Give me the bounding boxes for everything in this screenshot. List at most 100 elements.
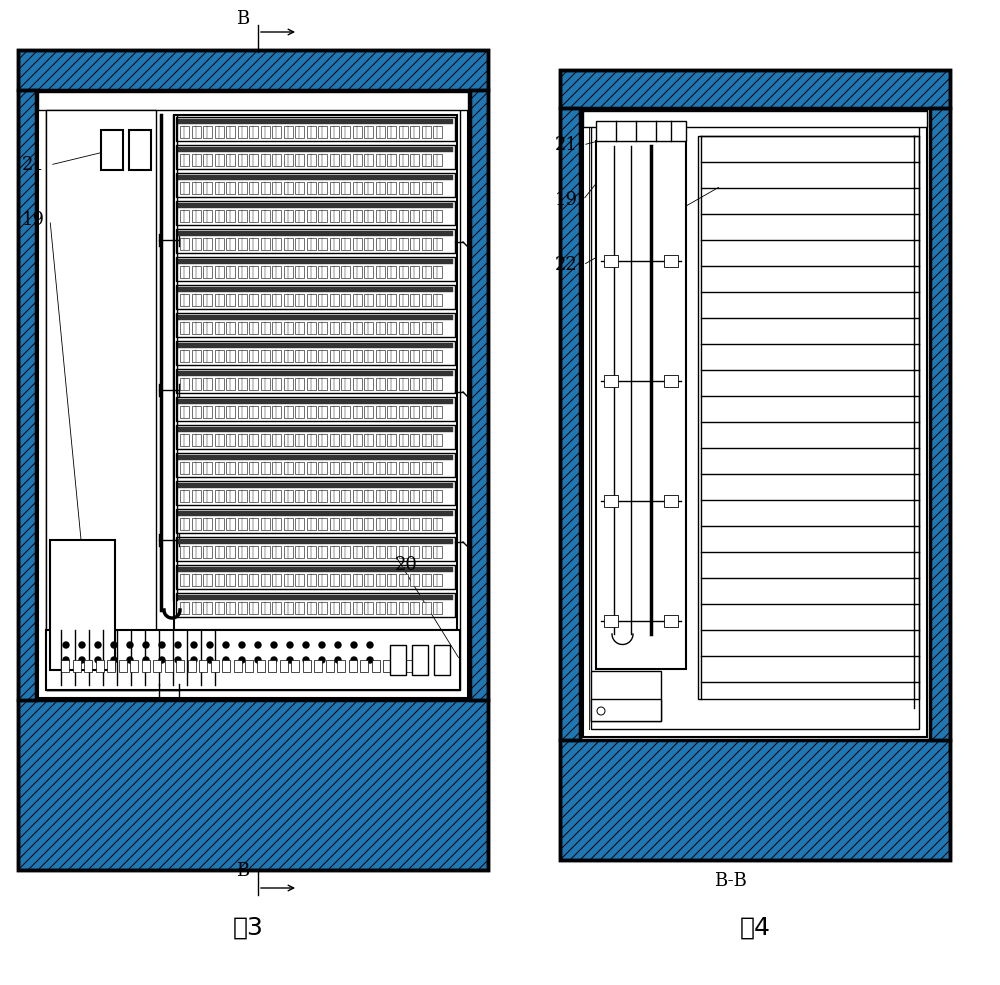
Bar [192, 434, 200, 446]
Bar [930, 108, 950, 740]
Bar [341, 490, 350, 502]
Bar [256, 660, 264, 672]
Bar [930, 108, 950, 740]
Bar [318, 518, 327, 530]
Bar [352, 350, 362, 362]
Bar [203, 322, 212, 334]
Bar [364, 518, 373, 530]
Bar [38, 92, 468, 698]
Circle shape [319, 642, 325, 648]
Bar [180, 154, 189, 166]
Bar [410, 406, 419, 418]
Bar [398, 462, 408, 474]
Circle shape [335, 657, 341, 663]
Bar [272, 266, 281, 278]
Bar [330, 406, 338, 418]
Bar [272, 182, 281, 194]
Bar [192, 350, 200, 362]
Bar [238, 546, 246, 558]
Bar [604, 615, 618, 627]
Bar [314, 660, 322, 672]
Bar [376, 238, 384, 250]
Circle shape [207, 642, 213, 648]
Bar [176, 313, 455, 337]
Bar [203, 154, 212, 166]
Bar [410, 126, 419, 138]
Bar [398, 126, 408, 138]
Bar [192, 182, 200, 194]
Bar [226, 322, 235, 334]
Bar [360, 660, 368, 672]
Bar [410, 434, 419, 446]
Bar [249, 602, 258, 614]
Bar [330, 518, 338, 530]
Bar [376, 322, 384, 334]
Bar [341, 154, 350, 166]
Bar [96, 660, 104, 672]
Bar [180, 378, 189, 390]
Bar [38, 92, 468, 110]
Bar [192, 574, 200, 586]
Bar [284, 126, 292, 138]
Bar [341, 378, 350, 390]
Bar [410, 294, 419, 306]
Circle shape [191, 642, 197, 648]
Bar [306, 210, 316, 222]
Bar [352, 434, 362, 446]
Bar [422, 406, 430, 418]
Bar [46, 92, 460, 690]
Bar [226, 462, 235, 474]
Bar [268, 660, 276, 672]
Bar [176, 660, 184, 672]
Bar [433, 154, 442, 166]
Bar [107, 660, 115, 672]
Bar [192, 238, 200, 250]
Bar [249, 350, 258, 362]
Bar [272, 602, 281, 614]
Bar [596, 121, 686, 141]
Bar [341, 126, 350, 138]
Bar [119, 660, 126, 672]
Bar [272, 294, 281, 306]
Bar [352, 126, 362, 138]
Bar [352, 406, 362, 418]
Bar [226, 518, 235, 530]
Bar [352, 462, 362, 474]
Bar [433, 182, 442, 194]
Circle shape [127, 657, 133, 663]
Bar [398, 182, 408, 194]
Bar [387, 378, 396, 390]
Bar [180, 462, 189, 474]
Bar [398, 574, 408, 586]
Text: B: B [236, 10, 250, 28]
Bar [560, 740, 950, 860]
Bar [176, 537, 455, 561]
Bar [604, 375, 618, 387]
Bar [341, 546, 350, 558]
Bar [433, 126, 442, 138]
Bar [352, 154, 362, 166]
Bar [364, 322, 373, 334]
Bar [176, 117, 455, 141]
Bar [376, 266, 384, 278]
Circle shape [191, 657, 197, 663]
Bar [260, 574, 270, 586]
Bar [295, 294, 304, 306]
Bar [470, 90, 488, 700]
Bar [930, 108, 950, 740]
Bar [352, 490, 362, 502]
Bar [376, 378, 384, 390]
Bar [226, 406, 235, 418]
Bar [226, 378, 235, 390]
Bar [249, 238, 258, 250]
Bar [410, 238, 419, 250]
Circle shape [319, 657, 325, 663]
Bar [18, 700, 488, 870]
Bar [18, 50, 488, 870]
Bar [470, 90, 488, 700]
Bar [214, 126, 224, 138]
Bar [364, 294, 373, 306]
Bar [376, 490, 384, 502]
Bar [245, 660, 253, 672]
Bar [398, 378, 408, 390]
